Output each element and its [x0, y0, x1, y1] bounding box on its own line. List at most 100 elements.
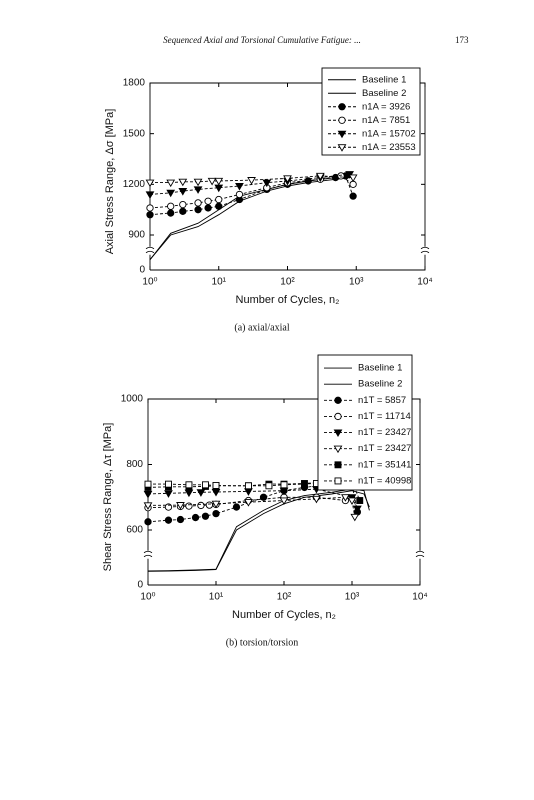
marker [204, 204, 212, 212]
legend-label: n1A = 15702 [362, 128, 416, 139]
marker [167, 209, 175, 217]
legend-label: n1T = 23427 [358, 443, 411, 454]
y-tick-label: 0 [139, 265, 145, 276]
axis-break-gap [416, 550, 424, 559]
marker [235, 190, 244, 199]
marker [176, 515, 185, 524]
marker [244, 482, 252, 490]
marker [334, 461, 342, 469]
marker [337, 172, 345, 180]
marker [165, 480, 172, 488]
marker [146, 211, 154, 219]
legend-label: Baseline 2 [362, 88, 406, 99]
legend-label: n1A = 23553 [362, 142, 416, 153]
marker [334, 477, 342, 485]
series-line [149, 173, 350, 195]
marker [143, 490, 153, 499]
x-tick-label: 10¹ [209, 592, 224, 603]
marker [191, 513, 200, 522]
marker [166, 189, 176, 198]
x-axis-label: Number of Cycles, n₂ [236, 294, 340, 306]
axis-break [420, 246, 430, 254]
series-line [150, 175, 354, 184]
marker [211, 488, 221, 497]
marker [214, 177, 224, 186]
caption: (b) torsion/torsion [226, 637, 299, 648]
legend-label: Baseline 2 [358, 379, 402, 390]
y-tick-label: 900 [128, 230, 145, 241]
marker [279, 497, 289, 506]
marker [349, 192, 357, 200]
marker [301, 480, 308, 487]
marker [164, 516, 173, 524]
x-tick-label: 10² [277, 592, 292, 603]
axis-break-gap [146, 246, 154, 255]
marker [207, 177, 217, 186]
legend-label: n1T = 40998 [358, 475, 411, 486]
marker [348, 174, 358, 183]
marker [334, 412, 342, 421]
marker [244, 499, 253, 507]
marker [247, 177, 256, 185]
y-tick-label: 1200 [123, 179, 146, 190]
legend-label: Baseline 1 [362, 74, 406, 85]
marker [215, 202, 223, 210]
marker [143, 502, 153, 510]
marker [262, 179, 272, 188]
x-tick-label: 10³ [345, 592, 360, 603]
marker [333, 429, 343, 438]
marker [197, 501, 205, 510]
marker [164, 490, 173, 498]
axis-break [145, 246, 155, 254]
marker [167, 202, 175, 210]
legend-label: n1T = 35141 [358, 459, 411, 470]
page-number: 173 [455, 35, 469, 45]
marker [144, 480, 152, 488]
running-header: Sequenced Axial and Torsional Cumulative… [163, 35, 361, 45]
marker [338, 103, 346, 111]
y-tick-label: 0 [137, 580, 143, 591]
marker [215, 195, 223, 204]
marker [193, 186, 203, 194]
x-tick-label: 10⁴ [417, 277, 432, 288]
legend-box [321, 67, 421, 156]
legend-label: Baseline 1 [358, 363, 402, 374]
y-axis-label: Axial Stress Range, Δσ [MPa] [104, 109, 116, 255]
marker [353, 505, 362, 514]
marker [265, 482, 273, 490]
marker [144, 518, 152, 526]
marker [212, 509, 220, 518]
marker [145, 179, 155, 188]
axis-break-gap [144, 550, 152, 559]
marker [201, 512, 210, 520]
marker [356, 497, 364, 504]
marker [202, 481, 209, 489]
y-axis-label: Shear Stress Range, Δτ [MPa] [102, 423, 114, 572]
marker [347, 497, 357, 506]
marker [178, 178, 188, 187]
legend-label: n1T = 5857 [358, 395, 406, 406]
marker [204, 197, 212, 205]
marker [232, 503, 241, 511]
marker [312, 495, 321, 504]
marker [185, 481, 193, 489]
marker [315, 172, 325, 181]
y-tick-label: 1000 [121, 394, 144, 405]
marker [166, 179, 176, 188]
marker [145, 191, 155, 199]
marker [205, 501, 214, 509]
marker [334, 396, 342, 404]
marker [211, 500, 221, 509]
axis-break-gap [421, 246, 429, 255]
marker [350, 513, 360, 522]
legend-label: n1T = 11714 [358, 411, 411, 422]
marker [280, 481, 288, 489]
x-tick-label: 10⁴ [412, 592, 427, 603]
y-tick-label: 800 [126, 459, 143, 470]
legend-label: n1A = 3926 [362, 101, 410, 112]
marker [178, 188, 188, 196]
marker [235, 182, 244, 191]
x-tick-label: 10³ [349, 277, 364, 288]
